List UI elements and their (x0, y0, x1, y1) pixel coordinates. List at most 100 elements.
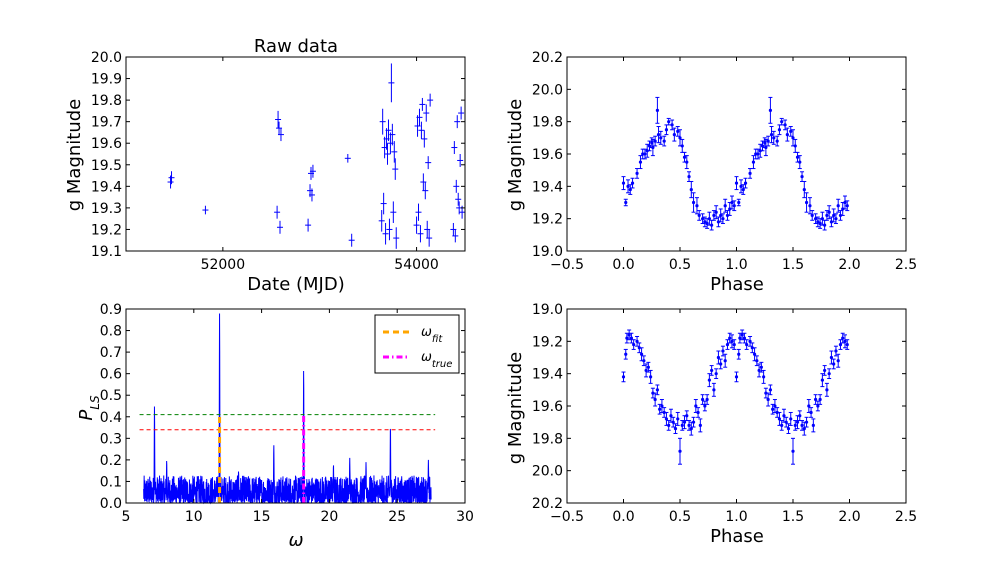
periodogram-y-tick-label: 0.2 (100, 453, 122, 469)
raw-data-point (309, 164, 316, 178)
raw-data-points (167, 63, 466, 249)
phase-curve-inverted-y-tick-label: 19.2 (532, 334, 563, 350)
periodogram-y-tick-label: 0.6 (100, 367, 122, 383)
phase-curve-inverted-point (678, 437, 682, 465)
periodogram-power-series (143, 313, 432, 505)
raw-data-ticks: 52000 54000 19.1 19.2 19.3 19.4 19.5 19.6 19.7 19… (91, 50, 465, 273)
raw-data-y-tick-label: 19.9 (91, 72, 122, 88)
phase-curve-inverted-point (687, 420, 692, 431)
phase-curve-point (793, 138, 798, 153)
phase-curve-point (628, 184, 633, 195)
raw-data-point (202, 205, 209, 215)
raw-data-point (277, 220, 284, 234)
phase-curve-point (775, 135, 780, 147)
periodogram-legend: ωfit ωtrue (374, 314, 460, 374)
phase-curve-inverted-point (815, 400, 820, 412)
phase-curve-inverted-x-tick-label: 0.0 (612, 509, 634, 525)
phase-curve-inverted-point (666, 420, 671, 431)
phase-curve-point (755, 148, 760, 160)
raw-data-y-tick-label: 20.0 (91, 50, 122, 66)
phase-curve-y-tick-label: 20.0 (532, 82, 563, 98)
phase-curve-inverted-point (627, 329, 632, 341)
phase-curve-inverted-point (705, 394, 710, 405)
phase-curve-inverted-ticks: −0.5 0.0 0.5 1.0 1.5 2.0 2.5 19.0 19.2 19.4 19.6 19… (532, 302, 917, 525)
phase-curve-inverted-point (802, 421, 807, 436)
phase-curve-point (707, 211, 712, 226)
raw-data-point (378, 210, 385, 232)
phase-curve-inverted-point (833, 345, 838, 357)
phase-curve-point (626, 179, 631, 194)
phase-curve-inverted-y-tick-label: 19.8 (532, 431, 563, 447)
phase-curve-inverted-point (631, 339, 636, 350)
phase-curve-point (831, 208, 836, 223)
phase-curve-inverted-point (621, 371, 626, 383)
phase-curve-point (771, 130, 776, 145)
phase-curve-y-tick-label: 19.6 (532, 147, 563, 163)
raw-data-point (391, 141, 398, 163)
phase-curve-inverted-point (737, 332, 742, 344)
phase-curve-point (810, 210, 815, 221)
phase-curve-inverted-point (831, 358, 836, 370)
phase-curve-point (682, 151, 687, 163)
phase-curve-inverted-point (744, 339, 749, 350)
phase-curve-inverted-point (748, 335, 753, 347)
periodogram-ticks: 5 10 15 20 25 30 0.0 0.1 0.2 0.3 0.4 0.5 0.6 0.7 0.8 0.… (100, 302, 474, 525)
phase-curve-point (813, 213, 818, 225)
phase-curve-point (680, 138, 685, 153)
phase-curve-inverted-point (781, 408, 786, 423)
raw-data-x-axis-label: Date (MJD) (247, 274, 345, 295)
phase-curve-y-tick-label: 19.2 (532, 212, 563, 228)
phase-curve-point (642, 148, 647, 160)
raw-data-y-tick-label: 19.5 (91, 158, 122, 174)
phase-curve-inverted-x-tick-label: 1.5 (782, 509, 804, 525)
phase-curve-inverted-point (845, 339, 850, 350)
raw-data-y-tick-label: 19.4 (91, 179, 122, 195)
phase-curve-inverted-point (791, 437, 795, 465)
phase-curve-inverted-point (725, 339, 730, 350)
phase-curve-inverted-point (768, 384, 773, 396)
phase-curve-y-tick-label: 19.8 (532, 115, 563, 131)
phase-curve-inverted-point (813, 394, 818, 405)
phase-curve-inverted-point (693, 399, 698, 413)
phase-curve-point (700, 213, 705, 225)
phase-curve-inverted-point (711, 382, 716, 397)
phase-curve-point (697, 210, 702, 221)
phase-curve-point (760, 140, 765, 152)
phase-curve-point (838, 210, 843, 221)
phase-curve-point (779, 117, 784, 126)
phase-curve-point (795, 151, 800, 163)
phase-curve-inverted-point (777, 411, 782, 426)
phase-curve-point (800, 171, 805, 182)
phase-curve-point (751, 155, 756, 170)
phase-curve-point (736, 198, 741, 207)
periodogram-y-tick-label: 0.7 (100, 345, 122, 361)
phase-curve-inverted-x-axis-label: Phase (710, 526, 764, 547)
raw-data-point (386, 218, 393, 241)
phase-curve-inverted-y-tick-label: 19.0 (532, 302, 563, 318)
phase-curve-point (658, 130, 663, 145)
phase-curve-inverted-y-tick-label: 19.4 (532, 367, 563, 383)
raw-data-x-tick-label: 52000 (201, 257, 246, 273)
phase-curve-inverted-point (646, 361, 651, 373)
phase-curve-point (836, 198, 841, 213)
phase-curve-inverted-point (797, 410, 802, 422)
phase-curve-point (815, 216, 820, 228)
raw-data-axes-frame (125, 56, 466, 252)
phase-curve-point (734, 176, 739, 191)
phase-curve-inverted-point (700, 394, 705, 405)
phase-curve-point (840, 202, 845, 216)
periodogram-y-tick-label: 0.4 (100, 410, 122, 426)
phase-curve-x-tick-label: 0.5 (669, 257, 691, 273)
phase-curve-point (694, 197, 699, 215)
raw-data-point (418, 121, 425, 139)
phase-curve-inverted-point (788, 411, 793, 426)
phase-curve-inverted-point (729, 334, 734, 349)
raw-data-point (422, 182, 429, 200)
phase-curve-inverted-point (629, 332, 634, 344)
raw-data-point (453, 179, 460, 193)
raw-data-title: Raw data (254, 36, 338, 57)
phase-curve-inverted-point (736, 348, 741, 360)
phase-curve-point (833, 213, 838, 225)
phase-curve-ticks: −0.5 0.0 0.5 1.0 1.5 2.0 2.5 19.0 19.2 19.4 19.6 19… (532, 50, 917, 273)
